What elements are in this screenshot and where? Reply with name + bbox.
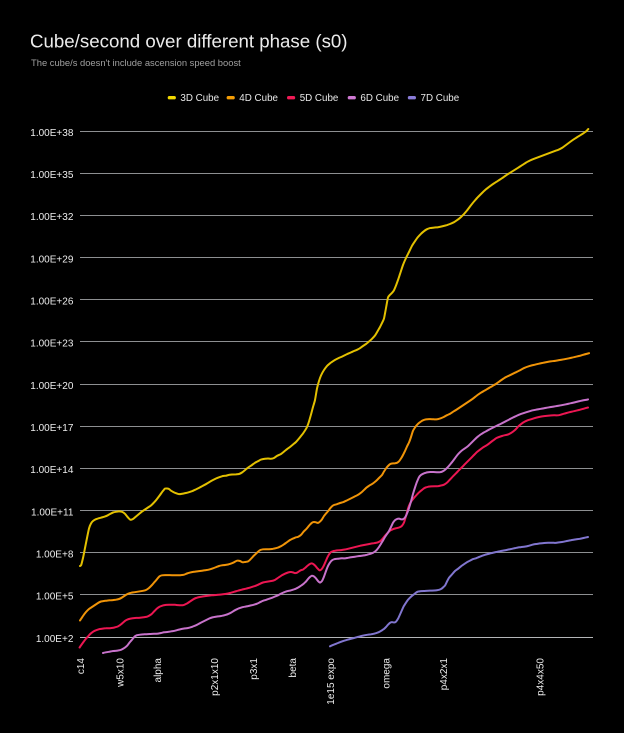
- svg-text:p2x1x10: p2x1x10: [210, 658, 221, 696]
- svg-text:alpha: alpha: [153, 658, 164, 683]
- svg-text:4D Cube: 4D Cube: [239, 93, 278, 104]
- svg-text:1.00E+26: 1.00E+26: [30, 297, 74, 308]
- svg-text:1.00E+20: 1.00E+20: [30, 381, 74, 392]
- svg-text:6D Cube: 6D Cube: [360, 93, 399, 104]
- svg-text:1.00E+14: 1.00E+14: [30, 465, 74, 476]
- svg-text:1.00E+5: 1.00E+5: [36, 592, 74, 603]
- svg-text:1.00E+29: 1.00E+29: [30, 254, 74, 265]
- svg-text:3D Cube: 3D Cube: [180, 93, 219, 104]
- svg-text:Cube/second over different pha: Cube/second over different phase (s0): [30, 30, 348, 51]
- svg-text:p4x2x1: p4x2x1: [439, 658, 450, 691]
- svg-text:omega: omega: [381, 658, 392, 689]
- svg-text:The cube/s doesn't include asc: The cube/s doesn't include ascension spe…: [31, 57, 241, 68]
- svg-text:beta: beta: [288, 658, 299, 678]
- svg-text:5D Cube: 5D Cube: [300, 93, 339, 104]
- svg-text:1.00E+35: 1.00E+35: [30, 170, 74, 181]
- svg-text:c14: c14: [76, 658, 87, 675]
- svg-text:1.00E+23: 1.00E+23: [30, 339, 74, 350]
- svg-text:1.00E+8: 1.00E+8: [36, 550, 74, 561]
- svg-text:1.00E+11: 1.00E+11: [31, 507, 74, 518]
- svg-text:p3x1: p3x1: [249, 658, 260, 680]
- svg-text:1.00E+2: 1.00E+2: [36, 634, 74, 645]
- svg-text:1.00E+32: 1.00E+32: [30, 212, 74, 223]
- svg-text:7D Cube: 7D Cube: [421, 93, 460, 104]
- svg-text:1e15 expo: 1e15 expo: [326, 658, 337, 705]
- svg-text:w5x10: w5x10: [115, 658, 126, 688]
- svg-text:1.00E+38: 1.00E+38: [30, 128, 74, 139]
- svg-text:p4x4x50: p4x4x50: [535, 658, 546, 696]
- svg-text:1.00E+17: 1.00E+17: [30, 423, 74, 434]
